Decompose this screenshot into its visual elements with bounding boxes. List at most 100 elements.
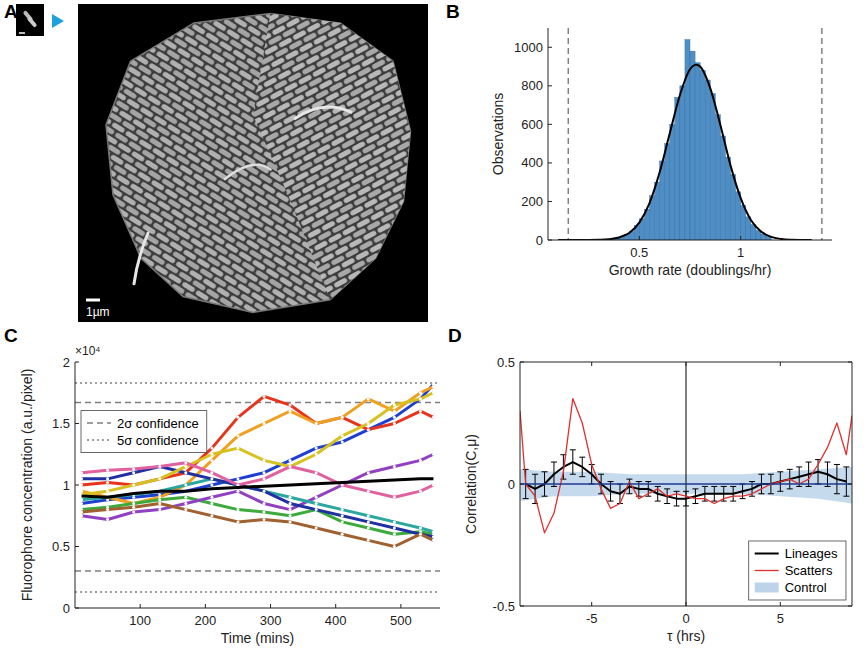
error-bar-stem [582, 457, 583, 477]
error-bar-cap [730, 501, 736, 502]
error-bar-stem [572, 450, 573, 474]
error-bar-cap [664, 488, 670, 489]
error-bar-cap [683, 505, 689, 506]
control-mean-line [520, 483, 852, 485]
data-point [419, 391, 422, 394]
error-bar-cap [749, 481, 755, 482]
data-point [106, 477, 109, 480]
error-bar-cap [711, 486, 717, 487]
data-point [184, 484, 187, 487]
inset-cell [27, 16, 38, 28]
error-bar-cap [692, 488, 698, 489]
error-bar-cap [692, 503, 698, 504]
error-bar-cap [796, 486, 802, 487]
error-bar-cap [787, 469, 793, 470]
histogram-bar [665, 144, 670, 240]
legend-swatch [755, 553, 779, 555]
error-bar [570, 450, 576, 474]
axes: -0.500.5-505τ (hrs)Correlation(C,μ) [463, 355, 852, 645]
data-point [236, 447, 239, 450]
y-tick [75, 608, 79, 609]
error-bar-cap [683, 491, 689, 492]
data-point [315, 422, 318, 425]
error-bar-cap [843, 466, 849, 467]
colony-region [253, 14, 411, 300]
y-tick [848, 606, 852, 607]
data-point [393, 410, 396, 413]
data-point [132, 506, 135, 509]
axes: 020040060080010000.51Growth rate (doubli… [490, 28, 832, 278]
data-point [132, 502, 135, 505]
error-bar-stem [619, 484, 620, 504]
data-point [184, 484, 187, 487]
y-tick-label: 1.5 [52, 416, 70, 431]
legend-swatch [755, 570, 779, 571]
error-bar-cap [749, 496, 755, 497]
y-tick-label: 800 [521, 78, 543, 93]
x-tick-label: 0 [682, 611, 689, 626]
histogram-bar [700, 70, 705, 240]
data-point [158, 508, 161, 511]
series-line [82, 503, 434, 546]
y-tick [75, 546, 79, 547]
histogram-bar [695, 63, 700, 240]
error-bar-cap [806, 462, 812, 463]
data-point [80, 490, 83, 493]
reference-line [75, 591, 440, 593]
legend-label: Scatters [785, 563, 833, 578]
legend-label: Control [785, 580, 827, 595]
panel-label: B [446, 1, 460, 22]
error-bar-cap [674, 491, 680, 492]
data-point [158, 465, 161, 468]
reference-line [821, 28, 823, 240]
filament [134, 233, 148, 284]
data-point [158, 502, 161, 505]
y-tick [548, 47, 552, 48]
error-bar-cap [655, 501, 661, 502]
error-bar [711, 486, 717, 501]
data-point [263, 502, 266, 505]
x-tick-label: 5 [777, 611, 784, 626]
data-point [263, 490, 266, 493]
x-axis-title: Time (mins) [221, 630, 294, 646]
error-bar-cap [730, 486, 736, 487]
data-point [289, 465, 292, 468]
x-tick [686, 362, 687, 366]
data-point [106, 490, 109, 493]
data-point [341, 416, 344, 419]
data-point [432, 416, 435, 419]
histogram-bar [710, 94, 715, 240]
data-point [393, 496, 396, 499]
data-point [210, 453, 213, 456]
data-point [184, 496, 187, 499]
data-point [341, 514, 344, 517]
x-tick [639, 236, 640, 240]
x-tick-label: 200 [195, 613, 217, 628]
data-point [210, 477, 213, 480]
error-bar-cap [542, 471, 548, 472]
error-bar [843, 467, 849, 496]
data-point [419, 459, 422, 462]
y-multiplier: ×10⁴ [75, 344, 101, 358]
data-point [263, 422, 266, 425]
data-point [184, 508, 187, 511]
error-bar-cap [523, 498, 529, 499]
y-tick [548, 124, 552, 125]
y-tick [548, 201, 552, 202]
error-bar-cap [796, 466, 802, 467]
error-bar-cap [721, 486, 727, 487]
data-point [132, 502, 135, 505]
error-bar-stem [686, 491, 687, 506]
data-point [210, 471, 213, 474]
data-point [419, 533, 422, 536]
data-point [132, 471, 135, 474]
error-bar-cap [542, 496, 548, 497]
error-bar-cap [579, 476, 585, 477]
error-bar-cap [711, 501, 717, 502]
data-point [184, 471, 187, 474]
x-tick-label: 400 [325, 613, 347, 628]
data-point [106, 481, 109, 484]
x-axis-title: Growth rate (doublings/hr) [609, 262, 772, 278]
data-point [80, 511, 83, 514]
error-bar-stem [827, 462, 828, 486]
